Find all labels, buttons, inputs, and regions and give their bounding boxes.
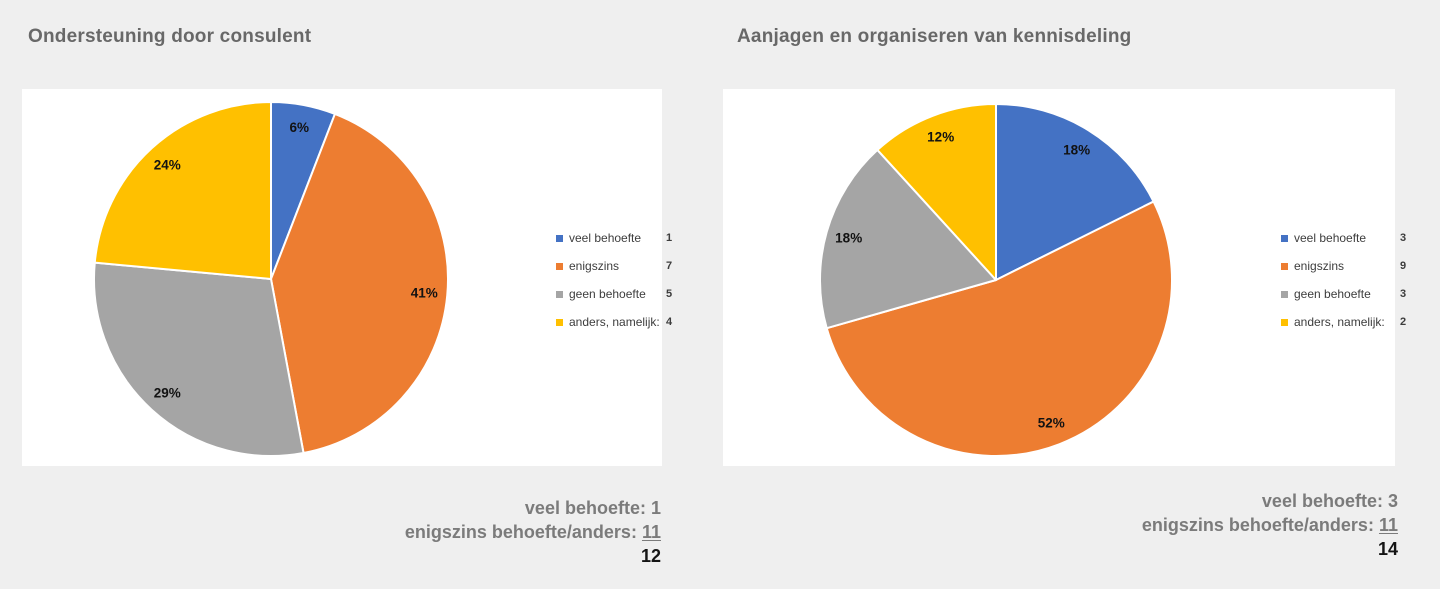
summary-label: enigszins behoefte/anders: [404, 522, 637, 542]
pie-percent-label: 41% [411, 286, 438, 301]
legend-label: enigszins [569, 259, 620, 273]
legend-count: 1 [666, 232, 673, 244]
pie-chart: 6% 41% 29% 24% [93, 101, 449, 458]
legend-swatch-icon [556, 262, 563, 270]
summary-label: enigszins behoefte/anders: [1141, 515, 1374, 535]
pie-slice-geen-behoefte [93, 261, 305, 458]
legend-item-enigszins: enigszins [1281, 252, 1385, 280]
summary-line-veel-behoefte: veel behoefte: 1 [261, 496, 661, 520]
summary-total: 12 [640, 546, 661, 566]
legend-label: enigszins [1294, 259, 1345, 273]
legend-item-geen-behoefte: geen behoefte [556, 280, 660, 308]
pie-slice-geen-behoefte [819, 148, 997, 330]
legend-count: 9 [1400, 260, 1407, 272]
pie-percent-label: 52% [1038, 415, 1065, 430]
legend-counts: 3 9 3 2 [1400, 224, 1406, 336]
summary-line-enigszins-anders: enigszins behoefte/anders: 11 [261, 520, 661, 544]
summary-value-underlined: 11 [641, 522, 661, 542]
pie-percent-label: 6% [290, 120, 310, 135]
legend-swatch-icon [1281, 234, 1288, 242]
legend-count: 2 [1400, 316, 1407, 328]
pie-slice-enigszins [270, 112, 449, 454]
legend-swatch-icon [556, 234, 563, 242]
summary-line-veel-behoefte: veel behoefte: 3 [998, 489, 1398, 513]
summary-value: 1 [650, 498, 661, 518]
legend-label: geen behoefte [569, 287, 646, 301]
legend-swatch-icon [1281, 290, 1288, 298]
legend-item-geen-behoefte: geen behoefte [1281, 280, 1385, 308]
pie-percent-label: 29% [154, 385, 181, 400]
chart-title: Ondersteuning door consulent [28, 26, 312, 47]
legend-swatch-icon [556, 290, 563, 298]
legend-label: veel behoefte [569, 231, 642, 245]
legend-label: anders, namelijk: [1294, 315, 1385, 329]
pie-legend: veel behoefte enigszins geen behoefte ander… [1281, 224, 1385, 336]
legend-label: geen behoefte [1294, 287, 1371, 301]
legend-item-anders-namelijk: anders, namelijk: [1281, 308, 1385, 336]
summary-value: 3 [1387, 491, 1398, 511]
legend-swatch-icon [1281, 262, 1288, 270]
legend-swatch-icon [556, 318, 563, 326]
pie-percent-label: 18% [835, 231, 862, 246]
summary-total: 14 [1377, 539, 1398, 559]
pie-percent-label: 18% [1063, 142, 1090, 157]
pie-percent-label: 12% [927, 130, 954, 145]
pie-slice-veel-behoefte [995, 103, 1155, 281]
summary-label: veel behoefte: [524, 498, 646, 518]
chart-card: 18% 52% 18% 12% veel behoefte enigszins geen … [723, 89, 1395, 466]
legend-swatch-icon [1281, 318, 1288, 326]
summary-block: veel behoefte: 3 enigszins behoefte/ande… [998, 489, 1398, 561]
pie-legend: veel behoefte enigszins geen behoefte ander… [556, 224, 660, 336]
legend-count: 3 [1400, 232, 1407, 244]
pie-slice-anders-namelijk [93, 101, 272, 280]
legend-item-veel-behoefte: veel behoefte [1281, 224, 1385, 252]
legend-label: veel behoefte [1294, 231, 1367, 245]
legend-item-enigszins: enigszins [556, 252, 660, 280]
pie-slice-enigszins [825, 200, 1173, 457]
pie-percent-label: 24% [154, 158, 181, 173]
pie-chart: 18% 52% 18% 12% [819, 103, 1173, 457]
legend-item-veel-behoefte: veel behoefte [556, 224, 660, 252]
legend-count: 7 [666, 260, 673, 272]
summary-line-enigszins-anders: enigszins behoefte/anders: 11 [998, 513, 1398, 537]
chart-card: 6% 41% 29% 24% veel behoefte enigszins geen b… [22, 89, 662, 466]
summary-label: veel behoefte: [1261, 491, 1383, 511]
legend-count: 4 [666, 316, 673, 328]
legend-count: 5 [666, 288, 673, 300]
summary-block: veel behoefte: 1 enigszins behoefte/ande… [261, 496, 661, 568]
summary-value-underlined: 11 [1378, 515, 1398, 535]
legend-item-anders-namelijk: anders, namelijk: [556, 308, 660, 336]
chart-title: Aanjagen en organiseren van kennisdeling [737, 26, 1132, 47]
legend-count: 3 [1400, 288, 1407, 300]
pie-slice-anders-namelijk [876, 103, 997, 281]
legend-label: anders, namelijk: [569, 315, 660, 329]
